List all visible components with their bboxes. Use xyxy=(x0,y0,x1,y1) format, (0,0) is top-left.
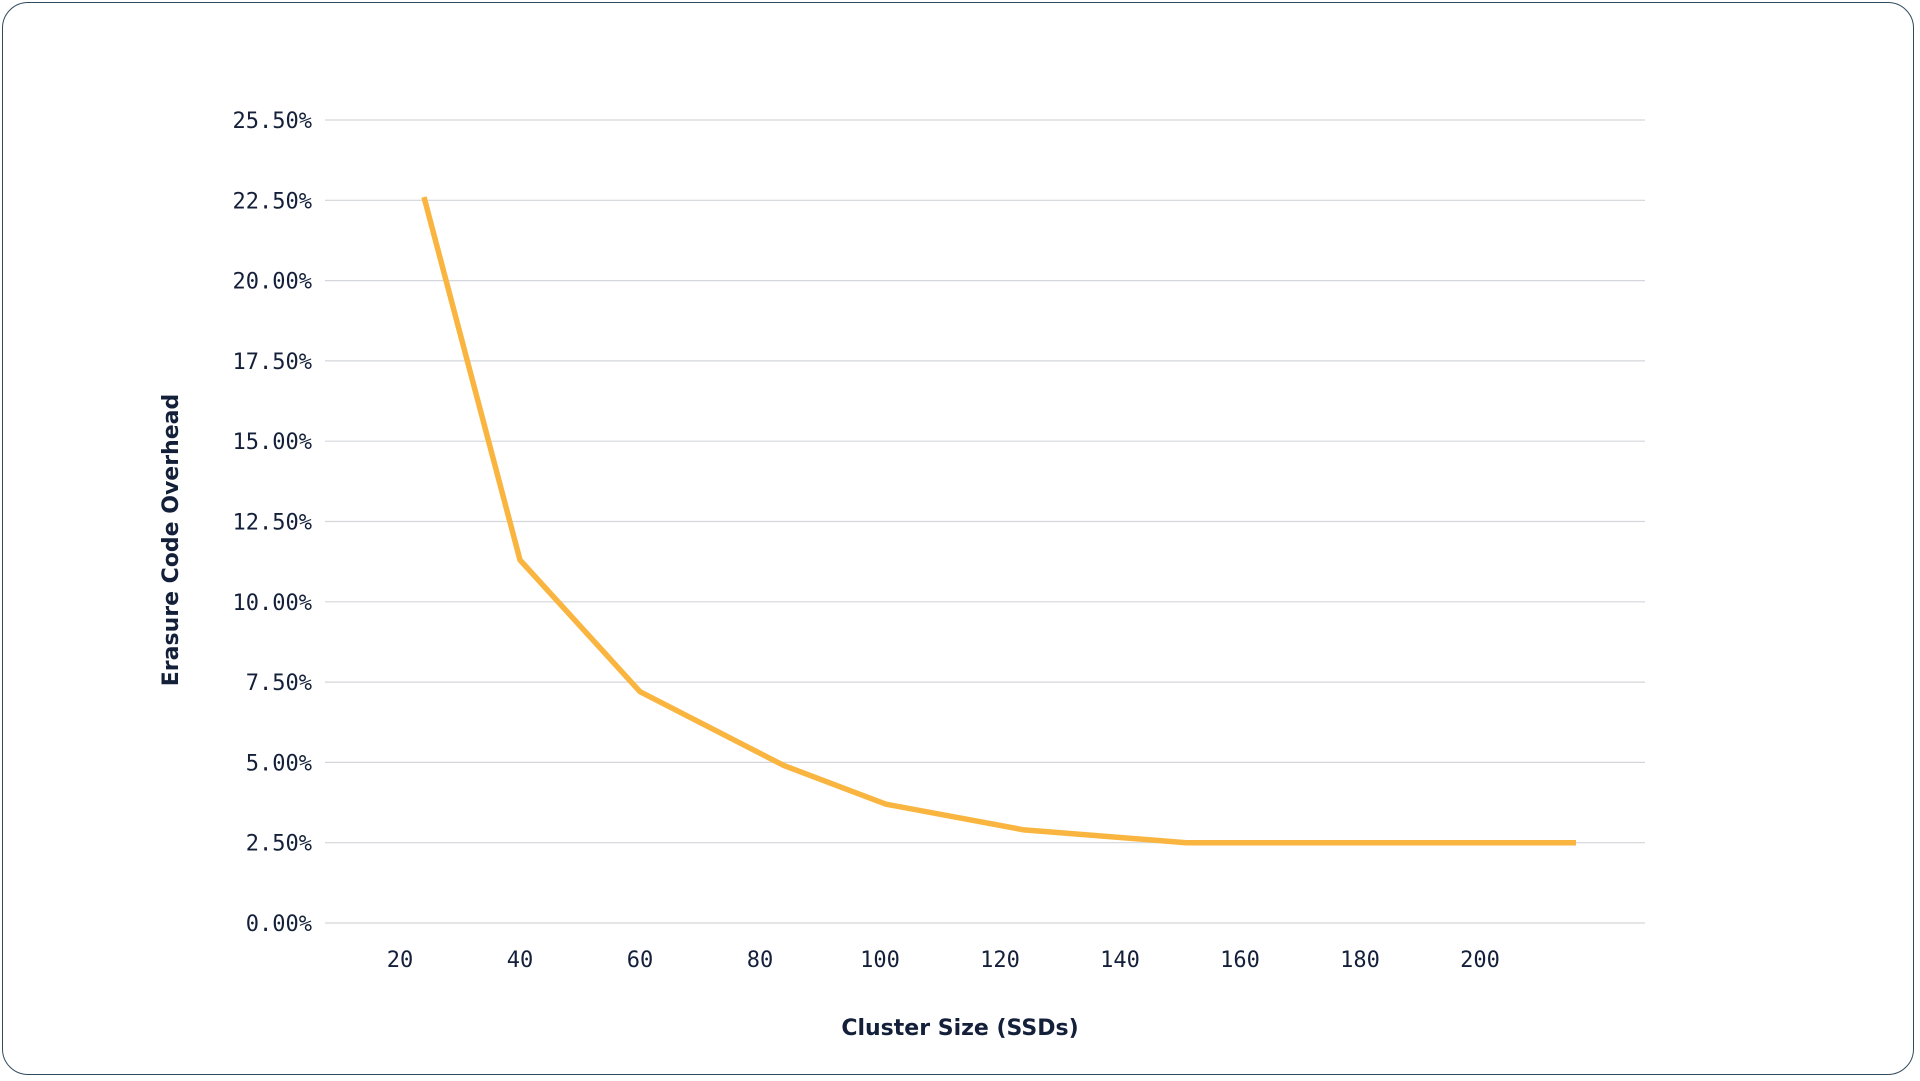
y-tick-label: 25.50% xyxy=(233,109,312,134)
x-tick-label: 180 xyxy=(1340,948,1380,973)
y-tick-label: 15.00% xyxy=(233,430,312,455)
y-tick-label: 17.50% xyxy=(233,350,312,375)
y-tick-label: 5.00% xyxy=(246,751,312,776)
x-tick-label: 200 xyxy=(1460,948,1500,973)
x-tick-label: 120 xyxy=(980,948,1020,973)
y-tick-label: 12.50% xyxy=(233,511,312,536)
x-tick-label: 160 xyxy=(1220,948,1260,973)
x-tick-label: 40 xyxy=(507,948,534,973)
x-tick-label: 80 xyxy=(747,948,774,973)
x-axis-ticks: 20 40 60 80 100 120 140 160 180 200 xyxy=(387,948,1500,973)
y-tick-label: 2.50% xyxy=(246,832,312,857)
y-tick-label: 20.00% xyxy=(233,270,312,295)
y-tick-label: 7.50% xyxy=(246,671,312,696)
x-tick-label: 140 xyxy=(1100,948,1140,973)
x-tick-label: 100 xyxy=(860,948,900,973)
series-layer xyxy=(421,196,1576,846)
y-tick-label: 0.00% xyxy=(246,912,312,937)
y-tick-label: 22.50% xyxy=(233,189,312,214)
y-tick-label: 10.00% xyxy=(233,591,312,616)
y-axis-label: Erasure Code Overhead xyxy=(159,394,184,687)
x-tick-label: 20 xyxy=(387,948,414,973)
series-line xyxy=(421,196,1576,846)
y-axis-ticks: 0.00% 2.50% 5.00% 7.50% 10.00% 12.50% 15.00% 17… xyxy=(233,109,312,937)
gridlines xyxy=(325,119,1645,924)
x-tick-label: 60 xyxy=(627,948,654,973)
x-axis-label: Cluster Size (SSDs) xyxy=(841,1016,1078,1041)
